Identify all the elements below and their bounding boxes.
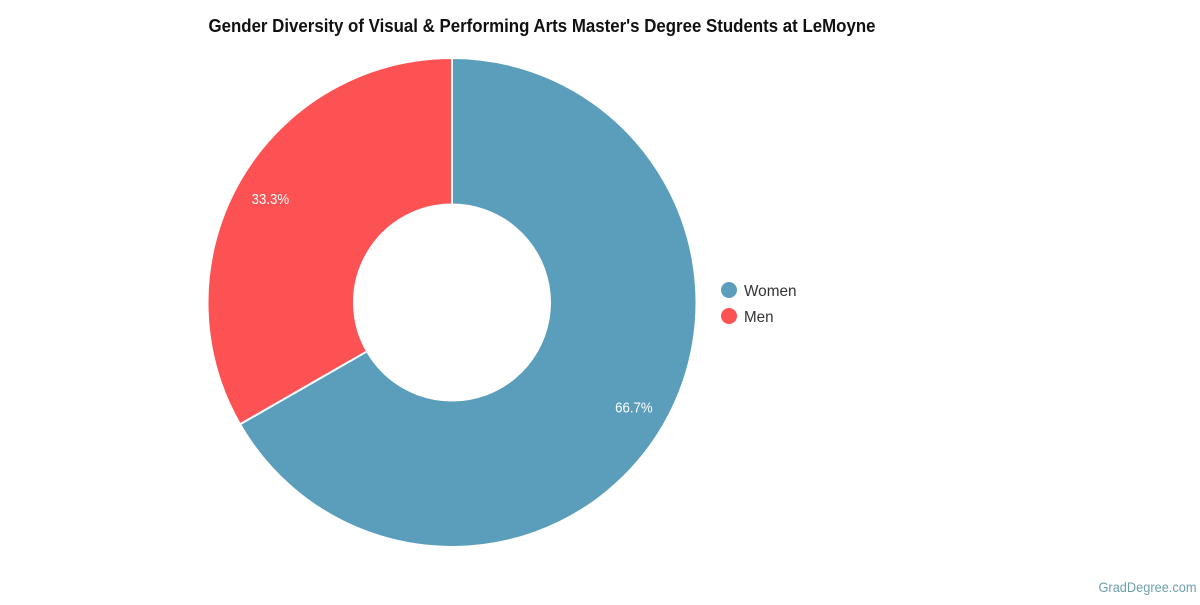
svg-text:Gender Diversity of Visual & P: Gender Diversity of Visual & Performing … bbox=[209, 15, 876, 36]
svg-text:Women: Women bbox=[744, 283, 797, 300]
svg-text:66.7%: 66.7% bbox=[615, 401, 653, 417]
svg-text:GradDegree.com: GradDegree.com bbox=[1099, 579, 1197, 595]
svg-text:33.3%: 33.3% bbox=[252, 192, 290, 208]
svg-text:Men: Men bbox=[744, 309, 774, 326]
